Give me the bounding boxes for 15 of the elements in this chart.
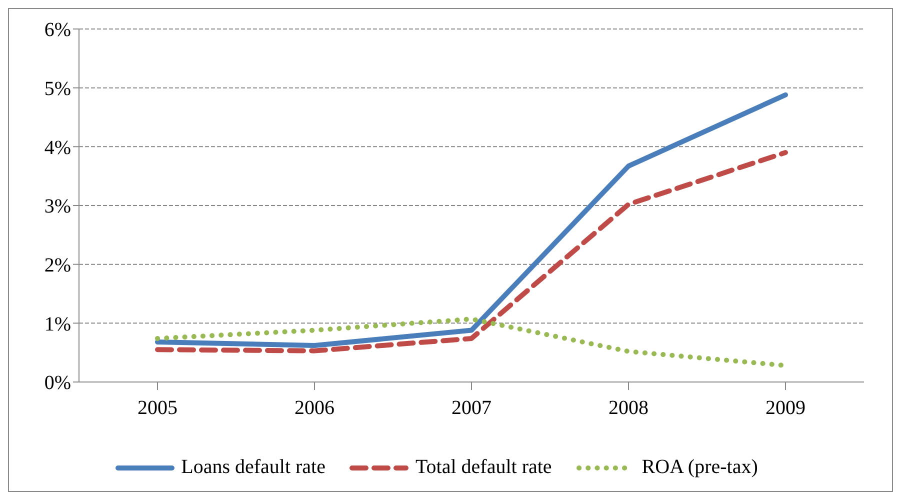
x-tick-label: 2005 — [138, 397, 178, 420]
y-tick-label: 2% — [44, 254, 71, 276]
y-tick-label: 1% — [44, 313, 71, 336]
y-tick-label: 6% — [44, 19, 71, 42]
legend-label: Loans default rate — [180, 456, 326, 479]
y-tick-label: 5% — [44, 78, 71, 100]
legend-label: Total default rate — [414, 456, 552, 479]
y-tick-label: 0% — [44, 372, 71, 394]
x-tick-label: 2008 — [608, 397, 648, 420]
legend-label: ROA (pre-tax) — [640, 456, 758, 479]
y-tick-label: 4% — [44, 136, 71, 159]
x-tick-label: 2009 — [766, 397, 806, 420]
x-tick-label: 2007 — [452, 397, 492, 420]
x-tick-label: 2006 — [294, 397, 334, 420]
y-tick-label: 3% — [44, 196, 71, 218]
